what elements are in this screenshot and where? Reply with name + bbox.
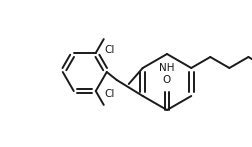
Text: Cl: Cl bbox=[104, 89, 115, 99]
Text: NH: NH bbox=[159, 63, 174, 73]
Text: O: O bbox=[162, 75, 170, 85]
Text: Cl: Cl bbox=[104, 45, 115, 55]
